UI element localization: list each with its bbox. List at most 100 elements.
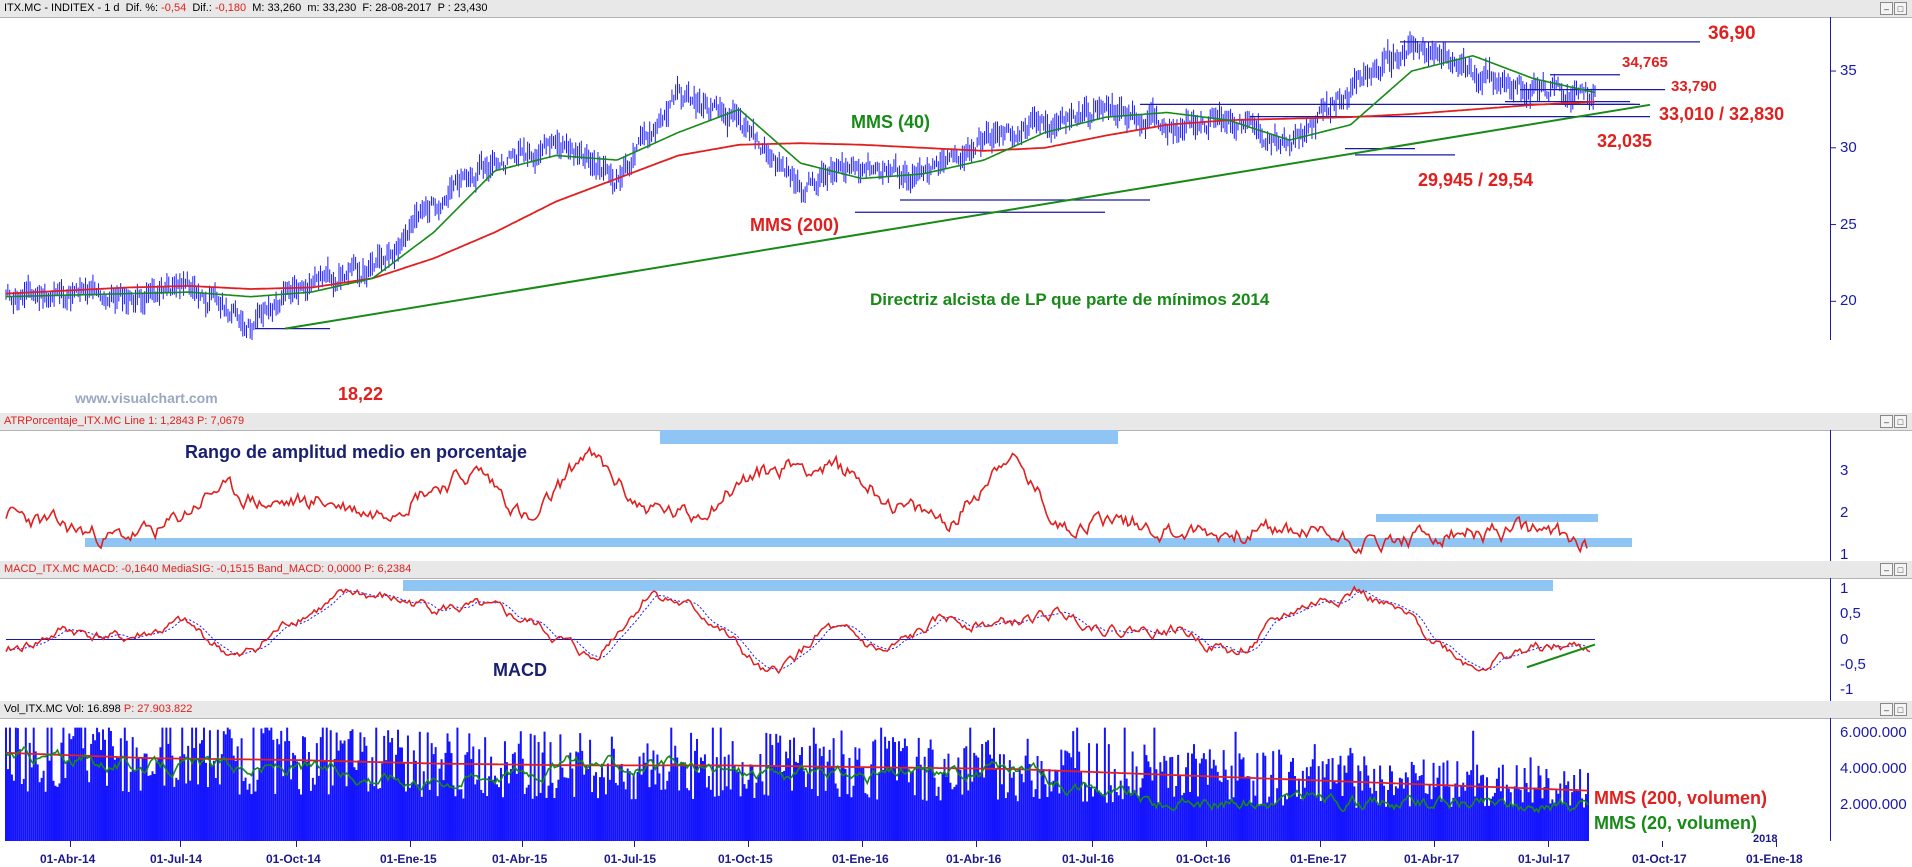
label-trendline: Directriz alcista de LP que parte de mín… bbox=[870, 290, 1270, 309]
x-tick bbox=[1662, 841, 1663, 847]
x-tick-label: 01-Oct-15 bbox=[718, 852, 773, 866]
x-tick bbox=[1206, 841, 1207, 847]
macd-panel-title: MACD_ITX.MC MACD: -0,1640 MediaSIG: -0,1… bbox=[4, 563, 412, 575]
price-panel-header: ITX.MC - INDITEX - 1 d Dif. %: -0,54 Dif… bbox=[0, 0, 1912, 18]
x-tick-label: 01-Ene-17 bbox=[1290, 852, 1347, 866]
atr-highlight-low bbox=[85, 538, 1632, 547]
minimize-icon[interactable]: – bbox=[1880, 415, 1893, 428]
atr-line bbox=[5, 445, 1588, 555]
x-tick-label: 01-Oct-14 bbox=[266, 852, 321, 866]
x-tick-label: 01-Abr-15 bbox=[492, 852, 548, 866]
atr-panel-title: ATRPorcentaje_ITX.MC Line 1: 1,2843 P: 7… bbox=[4, 415, 245, 427]
max-value: M: 33,260 bbox=[252, 2, 302, 14]
price-chart bbox=[5, 31, 1836, 340]
maximize-icon[interactable]: □ bbox=[1894, 415, 1907, 428]
label-vol-mms20: MMS (20, volumen) bbox=[1594, 813, 1758, 833]
label-macd: MACD bbox=[493, 660, 547, 680]
x-tick-label: 01-Oct-16 bbox=[1176, 852, 1231, 866]
ticker-title: ITX.MC - INDITEX - 1 d bbox=[4, 2, 120, 14]
volume-panel: Vol_ITX.MC Vol: 16.898 P: 27.903.822 – □ bbox=[0, 701, 1912, 841]
x-tick bbox=[522, 841, 523, 847]
dif-pct-label: Dif. %: bbox=[125, 2, 159, 14]
y-tick-label: 35 bbox=[1840, 62, 1857, 80]
x-tick bbox=[1320, 841, 1321, 847]
macd-panel-header: MACD_ITX.MC MACD: -0,1640 MediaSIG: -0,1… bbox=[0, 561, 1912, 579]
volume-title-prefix: Vol_ITX.MC Vol: 16.898 bbox=[4, 703, 124, 715]
x-tick-label: 01-Jul-14 bbox=[150, 852, 203, 866]
x-tick-label: 01-Abr-14 bbox=[40, 852, 96, 866]
macd-highlight bbox=[403, 580, 1553, 591]
label-vol-mms200: MMS (200, volumen) bbox=[1594, 788, 1768, 808]
atr-panel-header: ATRPorcentaje_ITX.MC Line 1: 1,2843 P: 7… bbox=[0, 413, 1912, 431]
mms40-line bbox=[5, 54, 1596, 298]
y-tick-label: 0,5 bbox=[1840, 605, 1861, 623]
y-tick-label: 1 bbox=[1840, 580, 1849, 598]
minimize-icon[interactable]: – bbox=[1880, 563, 1893, 576]
x-tick bbox=[1548, 841, 1549, 847]
volume-chart bbox=[5, 727, 1589, 841]
macd-line bbox=[5, 585, 1591, 675]
year-marker: 2018 bbox=[1753, 833, 1778, 845]
label-mms200: MMS (200) bbox=[750, 215, 840, 235]
annotation-34-765: 34,765 bbox=[1622, 54, 1668, 71]
y-tick-label: 3 bbox=[1840, 462, 1849, 480]
x-tick-label: 01-Abr-16 bbox=[946, 852, 1002, 866]
annotation-33-010: 33,010 / 32,830 bbox=[1659, 104, 1785, 124]
volume-panel-header: Vol_ITX.MC Vol: 16.898 P: 27.903.822 – □ bbox=[0, 701, 1912, 719]
y-tick-label: 0 bbox=[1840, 630, 1849, 648]
x-tick-label: 01-Ene-16 bbox=[832, 852, 889, 866]
macd-chart bbox=[5, 580, 1596, 675]
atr-highlight-high bbox=[660, 430, 1118, 444]
macd-signal-line bbox=[5, 590, 1591, 671]
volume-panel-title: Vol_ITX.MC Vol: 16.898 P: 27.903.822 bbox=[4, 703, 192, 715]
maximize-icon[interactable]: □ bbox=[1894, 563, 1907, 576]
dif-label: Dif.: bbox=[192, 2, 212, 14]
annotation-29-945: 29,945 / 29,54 bbox=[1418, 170, 1534, 190]
maximize-icon[interactable]: □ bbox=[1894, 703, 1907, 716]
x-axis: 01-Abr-14 01-Jul-14 01-Oct-14 01-Ene-15 01-A… bbox=[0, 833, 1912, 867]
x-tick bbox=[862, 841, 863, 847]
x-tick-label: 01-Jul-15 bbox=[604, 852, 657, 866]
x-tick bbox=[634, 841, 635, 847]
dif-pct-value: -0,54 bbox=[161, 2, 187, 14]
annotation-36-90: 36,90 bbox=[1708, 23, 1756, 44]
minimize-icon[interactable]: – bbox=[1880, 2, 1893, 15]
mms200-line bbox=[5, 100, 1595, 295]
dif-value: -0,180 bbox=[214, 2, 247, 14]
price-panel: ITX.MC - INDITEX - 1 d Dif. %: -0,54 Dif… bbox=[0, 0, 1912, 340]
x-tick bbox=[1092, 841, 1093, 847]
price-panel-title: ITX.MC - INDITEX - 1 d Dif. %: -0,54 Dif… bbox=[4, 2, 488, 14]
x-tick-label: 01-Ene-18 bbox=[1746, 852, 1803, 866]
x-tick-label: 01-Jul-17 bbox=[1518, 852, 1571, 866]
annotation-32-035: 32,035 bbox=[1597, 131, 1653, 151]
x-tick bbox=[70, 841, 71, 847]
macd-panel: MACD_ITX.MC MACD: -0,1640 MediaSIG: -0,1… bbox=[0, 561, 1912, 701]
atr-panel: ATRPorcentaje_ITX.MC Line 1: 1,2843 P: 7… bbox=[0, 413, 1912, 561]
x-tick bbox=[1434, 841, 1435, 847]
min-value: m: 33,230 bbox=[307, 2, 357, 14]
volume-mms20-line bbox=[5, 746, 1589, 814]
x-tick-label: 01-Jul-16 bbox=[1062, 852, 1115, 866]
x-tick-label: 01-Oct-17 bbox=[1632, 852, 1687, 866]
y-tick-label: -0,5 bbox=[1840, 655, 1866, 673]
x-tick bbox=[180, 841, 181, 847]
minimize-icon[interactable]: – bbox=[1880, 703, 1893, 716]
y-tick-label: 4.000.000 bbox=[1840, 760, 1907, 777]
y-tick-label: 30 bbox=[1840, 138, 1857, 156]
x-tick-label: 01-Abr-17 bbox=[1404, 852, 1460, 866]
maximize-icon[interactable]: □ bbox=[1894, 2, 1907, 15]
price-value: P : 23,430 bbox=[437, 2, 488, 14]
y-tick-label: -1 bbox=[1840, 680, 1854, 698]
atr-highlight-recent bbox=[1376, 514, 1598, 522]
volume-title-p: P: 27.903.822 bbox=[123, 703, 193, 715]
y-tick-label: 6.000.000 bbox=[1840, 724, 1907, 741]
y-tick-label: 20 bbox=[1840, 292, 1857, 310]
trendline bbox=[284, 103, 1651, 330]
macd-trendline bbox=[1526, 643, 1596, 669]
x-tick bbox=[1776, 841, 1777, 847]
annotation-33-790: 33,790 bbox=[1671, 78, 1717, 95]
y-tick-label: 2.000.000 bbox=[1840, 796, 1907, 813]
date-value: F: 28-08-2017 bbox=[362, 2, 432, 14]
label-mms40: MMS (40) bbox=[851, 112, 931, 132]
annotation-18-22: 18,22 bbox=[338, 384, 384, 404]
